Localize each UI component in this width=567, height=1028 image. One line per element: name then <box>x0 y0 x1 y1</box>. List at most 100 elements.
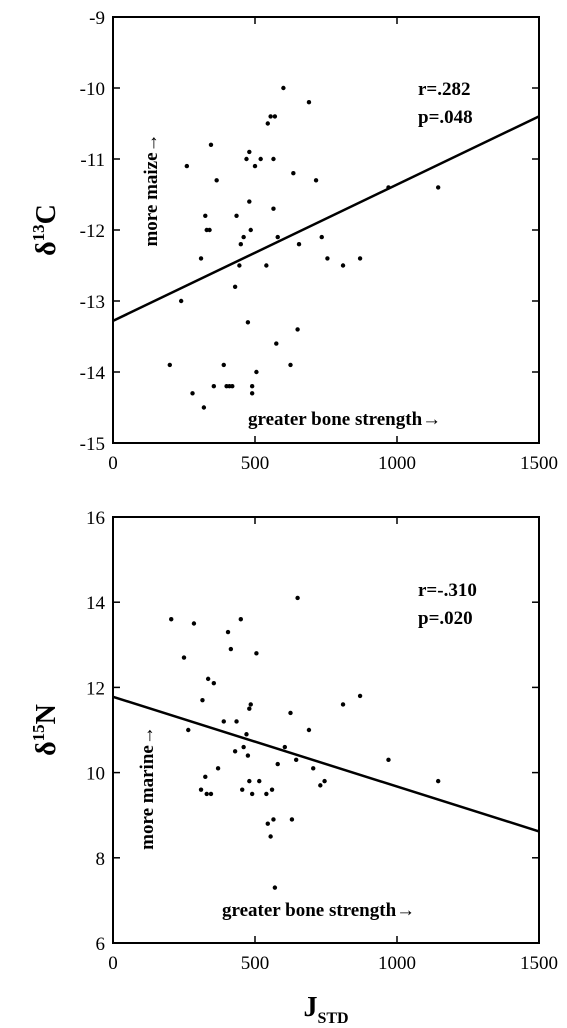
data-point <box>254 369 259 375</box>
data-point <box>241 234 246 240</box>
x-tick-label: 1500 <box>520 453 558 474</box>
y-tick-label: 6 <box>96 934 106 955</box>
nitrogen-y-ticks: 6 8 10 12 14 16 <box>86 508 539 955</box>
data-point <box>340 702 346 707</box>
data-point <box>265 821 270 826</box>
data-point <box>228 646 234 652</box>
data-point <box>215 766 221 771</box>
data-point <box>184 163 190 169</box>
nitrogen-chart: 6 8 10 12 14 16 0 500 1000 1500 δ15N r=-.310 p=.… <box>29 508 558 1027</box>
data-point <box>244 732 249 737</box>
data-point <box>169 617 174 622</box>
data-point <box>258 156 263 162</box>
data-point <box>232 284 238 289</box>
data-point <box>167 362 172 368</box>
data-point <box>247 149 252 155</box>
data-point <box>201 405 207 410</box>
nitrogen-r-value: r=-.310 <box>418 580 477 601</box>
data-point <box>208 791 214 797</box>
x-tick-label: 1500 <box>520 953 558 974</box>
carbon-plot-frame <box>112 16 540 444</box>
data-point <box>198 256 204 261</box>
data-point <box>237 263 242 268</box>
y-tick-label: -11 <box>80 150 105 171</box>
data-point <box>293 757 299 763</box>
data-point <box>207 227 212 233</box>
data-point <box>275 761 280 767</box>
data-point <box>291 171 296 176</box>
y-tick-label: -13 <box>80 292 105 313</box>
y-tick-label: -12 <box>80 221 105 242</box>
data-point <box>221 719 226 724</box>
nitrogen-p-value: p=.020 <box>418 608 473 629</box>
data-point <box>203 774 208 780</box>
data-point <box>232 749 238 754</box>
x-tick-label: 0 <box>108 953 118 974</box>
data-point <box>264 791 269 797</box>
data-point <box>319 234 324 240</box>
carbon-y-annotation: more maize→ <box>141 133 162 246</box>
x-tick-label: 1000 <box>378 453 416 474</box>
nitrogen-x-ticks: 0 500 1000 1500 <box>108 517 558 974</box>
data-point <box>234 719 239 724</box>
data-point <box>241 744 246 750</box>
data-point <box>249 791 255 797</box>
data-point <box>295 595 300 601</box>
carbon-y-ticks: -15 -14 -13 -12 -11 -10 -9 <box>80 8 539 455</box>
data-point <box>249 384 255 389</box>
data-point <box>245 753 251 758</box>
data-point <box>288 362 293 368</box>
data-point <box>234 213 239 218</box>
data-point <box>306 727 312 733</box>
nitrogen-x-annotation: greater bone strength→ <box>222 900 415 921</box>
data-point <box>248 702 253 707</box>
data-point <box>282 744 288 750</box>
data-point <box>318 783 323 788</box>
data-point <box>288 710 293 716</box>
data-point <box>190 391 195 396</box>
data-point <box>435 778 441 784</box>
data-point <box>249 391 255 396</box>
carbon-regression-line <box>112 115 540 323</box>
data-point <box>357 256 363 261</box>
nitrogen-regression-line <box>112 695 540 833</box>
data-point <box>191 621 197 626</box>
data-point <box>245 320 251 325</box>
data-point <box>248 227 253 233</box>
nitrogen-y-annotation: more marine→ <box>137 726 158 850</box>
data-point <box>200 697 205 703</box>
data-point <box>238 242 243 247</box>
y-tick-label: 10 <box>86 764 105 785</box>
data-point <box>313 178 319 183</box>
x-tick-label: 500 <box>241 453 270 474</box>
data-point <box>271 156 276 162</box>
data-point <box>271 817 276 822</box>
y-tick-label: -10 <box>80 79 105 100</box>
x-tick-label: 1000 <box>378 953 416 974</box>
data-point <box>203 213 208 218</box>
data-point <box>272 114 278 119</box>
data-point <box>240 787 245 792</box>
data-point <box>198 787 204 792</box>
carbon-r-value: r=.282 <box>418 79 471 100</box>
x-tick-label: 0 <box>108 453 118 474</box>
y-tick-label: -14 <box>80 363 106 384</box>
carbon-chart: -15 -14 -13 -12 -11 -10 -9 0 500 1000 1500 δ13C r… <box>29 8 558 474</box>
data-point <box>211 384 217 389</box>
data-point <box>325 256 330 261</box>
carbon-p-value: p=.048 <box>418 107 473 128</box>
y-tick-label: -9 <box>89 8 105 29</box>
data-point <box>221 362 226 368</box>
data-point <box>272 885 278 890</box>
data-point <box>340 263 346 268</box>
data-point <box>275 234 280 240</box>
data-point <box>281 85 286 91</box>
data-point <box>208 142 214 147</box>
data-point <box>225 629 231 635</box>
data-point <box>211 680 217 686</box>
data-point <box>322 778 327 784</box>
data-point <box>257 778 262 784</box>
data-point <box>357 693 363 699</box>
y-tick-label: -15 <box>80 434 105 455</box>
